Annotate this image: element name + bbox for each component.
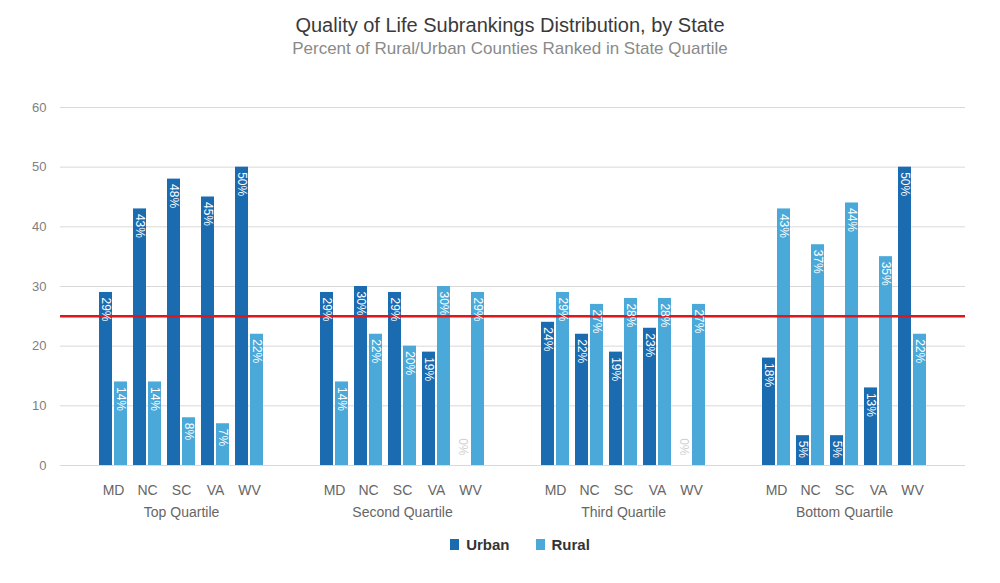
svg-text:NC: NC — [137, 482, 157, 498]
svg-text:MD: MD — [103, 482, 125, 498]
svg-text:22%: 22% — [369, 339, 383, 363]
svg-text:Third Quartile: Third Quartile — [581, 504, 666, 520]
svg-text:MD: MD — [766, 482, 788, 498]
svg-text:30: 30 — [32, 279, 46, 294]
svg-text:5%: 5% — [796, 441, 810, 459]
svg-text:28%: 28% — [658, 303, 672, 327]
svg-text:5%: 5% — [830, 441, 844, 459]
svg-text:37%: 37% — [811, 250, 825, 274]
html-text:Quality of Life Subrankings Di: Quality of Life Subrankings Distribution… — [295, 14, 725, 36]
svg-text:WV: WV — [901, 482, 924, 498]
svg-text:27%: 27% — [692, 309, 706, 333]
svg-text:43%: 43% — [133, 214, 147, 238]
svg-text:29%: 29% — [99, 297, 113, 321]
svg-text:50: 50 — [32, 159, 46, 174]
svg-text:35%: 35% — [879, 262, 893, 286]
svg-text:Bottom Quartile: Bottom Quartile — [796, 504, 893, 520]
svg-text:VA: VA — [649, 482, 667, 498]
svg-text:50%: 50% — [235, 172, 249, 196]
svg-text:60: 60 — [32, 100, 46, 115]
svg-text:30%: 30% — [437, 292, 451, 316]
svg-text:8%: 8% — [182, 423, 196, 441]
svg-text:0%: 0% — [677, 438, 691, 456]
svg-text:10: 10 — [32, 398, 46, 413]
svg-text:VA: VA — [428, 482, 446, 498]
svg-text:MD: MD — [324, 482, 346, 498]
svg-text:13%: 13% — [864, 393, 878, 417]
svg-text:24%: 24% — [541, 327, 555, 351]
svg-text:VA: VA — [870, 482, 888, 498]
svg-text:20%: 20% — [403, 351, 417, 375]
svg-text:22%: 22% — [575, 339, 589, 363]
svg-text:40: 40 — [32, 219, 46, 234]
svg-text:20: 20 — [32, 338, 46, 353]
svg-text:0%: 0% — [456, 438, 470, 456]
svg-text:Second Quartile: Second Quartile — [352, 504, 453, 520]
svg-text:29%: 29% — [388, 297, 402, 321]
svg-text:NC: NC — [579, 482, 599, 498]
svg-text:MD: MD — [545, 482, 567, 498]
html-text:Percent of Rural/Urban Countie: Percent of Rural/Urban Counties Ranked i… — [292, 39, 728, 58]
svg-text:27%: 27% — [590, 309, 604, 333]
svg-text:23%: 23% — [643, 333, 657, 357]
svg-text:SC: SC — [835, 482, 854, 498]
svg-text:VA: VA — [207, 482, 225, 498]
svg-text:29%: 29% — [471, 297, 485, 321]
svg-text:SC: SC — [172, 482, 191, 498]
svg-text:29%: 29% — [556, 297, 570, 321]
html-text:Urban: Urban — [466, 536, 510, 553]
svg-text:50%: 50% — [898, 172, 912, 196]
html-text:Rural: Rural — [551, 536, 590, 553]
svg-text:0: 0 — [39, 458, 46, 473]
svg-text:SC: SC — [614, 482, 633, 498]
svg-text:7%: 7% — [216, 429, 230, 447]
svg-text:22%: 22% — [913, 339, 927, 363]
svg-text:NC: NC — [358, 482, 378, 498]
svg-text:29%: 29% — [320, 297, 334, 321]
svg-text:SC: SC — [393, 482, 412, 498]
svg-text:22%: 22% — [250, 339, 264, 363]
svg-text:44%: 44% — [845, 208, 859, 232]
svg-text:30%: 30% — [354, 292, 368, 316]
svg-text:19%: 19% — [422, 357, 436, 381]
svg-text:Top Quartile: Top Quartile — [144, 504, 220, 520]
svg-text:WV: WV — [459, 482, 482, 498]
svg-text:18%: 18% — [762, 363, 776, 387]
svg-text:WV: WV — [238, 482, 261, 498]
svg-text:19%: 19% — [609, 357, 623, 381]
svg-text:28%: 28% — [624, 303, 638, 327]
svg-text:WV: WV — [680, 482, 703, 498]
svg-text:NC: NC — [800, 482, 820, 498]
svg-text:14%: 14% — [114, 387, 128, 411]
svg-text:14%: 14% — [148, 387, 162, 411]
svg-text:45%: 45% — [201, 202, 215, 226]
svg-text:43%: 43% — [777, 214, 791, 238]
svg-text:48%: 48% — [167, 184, 181, 208]
svg-text:14%: 14% — [335, 387, 349, 411]
